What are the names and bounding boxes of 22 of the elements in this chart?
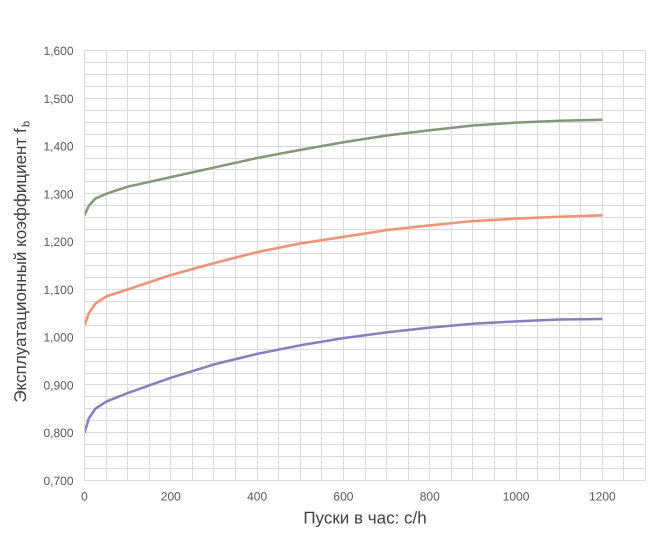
- x-axis-title: Пуски в час: c/h: [303, 508, 427, 528]
- y-tick-label: 1,500: [43, 92, 74, 106]
- x-tick-label: 800: [420, 490, 440, 504]
- x-tick-label: 200: [160, 490, 182, 504]
- y-tick-label: 1,300: [43, 187, 74, 202]
- x-tick-label: 400: [247, 490, 268, 504]
- line-series: [84, 118, 604, 217]
- y-axis-title: Эксплуатационный коэффициент fb: [11, 120, 32, 403]
- y-tick-label: 1,200: [43, 235, 74, 250]
- y-tick-label: 1,400: [43, 140, 74, 154]
- line-series: [84, 214, 604, 326]
- x-tick-label: 1200: [589, 490, 616, 504]
- x-tick-label: 0: [81, 490, 88, 504]
- y-tick-label: 0,700: [43, 474, 74, 488]
- y-tick-label: 0,900: [43, 378, 74, 392]
- y-tick-label: 1,100: [43, 282, 74, 297]
- x-tick-label: 600: [333, 490, 354, 504]
- line-series: [84, 318, 604, 434]
- x-tick-label: 1000: [502, 490, 530, 504]
- y-tick-label: 0,800: [43, 426, 74, 440]
- y-tick-label: 1,600: [43, 44, 74, 58]
- y-tick-label: 1,000: [43, 330, 74, 345]
